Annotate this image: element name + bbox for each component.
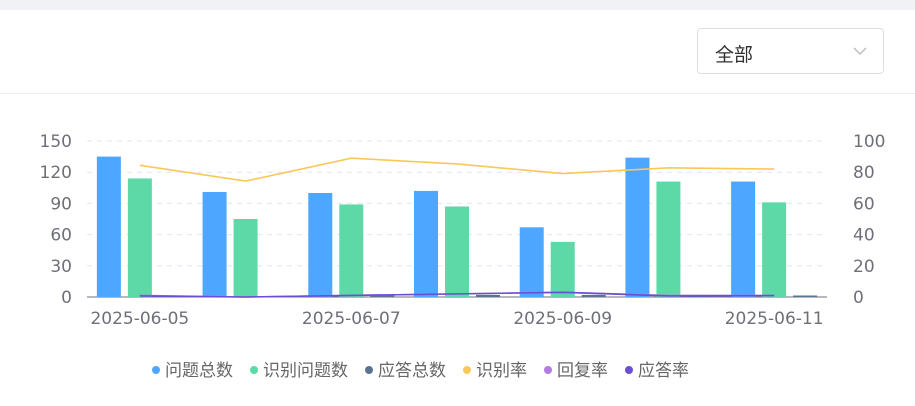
bar-应答总数 <box>581 294 606 297</box>
y-left-tick-label: 30 <box>50 257 72 277</box>
bar-识别问题数 <box>656 181 681 297</box>
legend-marker-应答总数 <box>365 366 373 374</box>
bar-问题总数 <box>202 191 227 297</box>
x-tick-label: 2025-06-09 <box>513 309 612 329</box>
bar-问题总数 <box>625 157 650 297</box>
legend-label-应答总数: 应答总数 <box>378 361 446 381</box>
bar-问题总数 <box>414 190 438 297</box>
bar-应答总数 <box>370 295 395 297</box>
bar-识别问题数 <box>550 241 575 297</box>
card-header: 全部 <box>0 10 915 94</box>
y-left-tick-label: 120 <box>40 163 72 183</box>
bar-应答总数 <box>793 295 818 297</box>
chart-card: 全部 0 30 60 90 120 150 0 20 40 60 80 100 2025-06-05 20… <box>0 10 915 406</box>
bar-识别问题数 <box>233 219 258 297</box>
bar-问题总数 <box>519 227 544 297</box>
y-right-tick-label: 20 <box>853 257 875 277</box>
range-select-value: 全部 <box>715 44 754 66</box>
legend-marker-识别问题数 <box>250 366 258 374</box>
bar-应答总数 <box>476 294 500 297</box>
range-select[interactable]: 全部 <box>697 28 884 74</box>
bar-问题总数 <box>96 156 121 297</box>
legend-label-回复率: 回复率 <box>557 361 608 381</box>
y-right-tick-label: 100 <box>853 132 885 152</box>
bar-识别问题数 <box>762 202 787 297</box>
legend-marker-识别率 <box>463 366 471 374</box>
bar-识别问题数 <box>339 204 364 297</box>
bar-问题总数 <box>731 181 756 297</box>
x-tick-label: 2025-06-07 <box>302 309 401 329</box>
bar-识别问题数 <box>127 178 152 297</box>
y-right-tick-label: 60 <box>853 194 875 214</box>
legend-label-识别率: 识别率 <box>476 361 527 381</box>
y-left-tick-label: 0 <box>61 288 72 308</box>
x-tick-label: 2025-06-11 <box>725 309 824 329</box>
y-left-tick-label: 60 <box>50 226 72 246</box>
legend-label-问题总数: 问题总数 <box>165 361 233 381</box>
legend-label-应答率: 应答率 <box>638 361 689 381</box>
bar-识别问题数 <box>445 206 469 297</box>
legend-marker-回复率 <box>544 366 552 374</box>
y-right-tick-label: 0 <box>853 288 864 308</box>
y-right-tick-label: 40 <box>853 226 875 246</box>
line-应答率 <box>139 291 775 298</box>
chevron-down-icon <box>853 47 867 56</box>
page-top-band <box>0 0 915 10</box>
x-tick-label: 2025-06-05 <box>90 309 189 329</box>
y-left-tick-label: 90 <box>50 194 72 214</box>
legend-label-识别问题数: 识别问题数 <box>263 361 348 381</box>
line-识别率 <box>139 157 775 182</box>
y-right-tick-label: 80 <box>853 163 875 183</box>
combo-chart: 0 30 60 90 120 150 0 20 40 60 80 100 2025-06-05 2025-… <box>40 132 886 381</box>
bar-问题总数 <box>308 193 333 297</box>
legend-marker-应答率 <box>625 366 633 374</box>
y-left-tick-label: 150 <box>40 132 72 152</box>
legend-marker-问题总数 <box>152 366 160 374</box>
